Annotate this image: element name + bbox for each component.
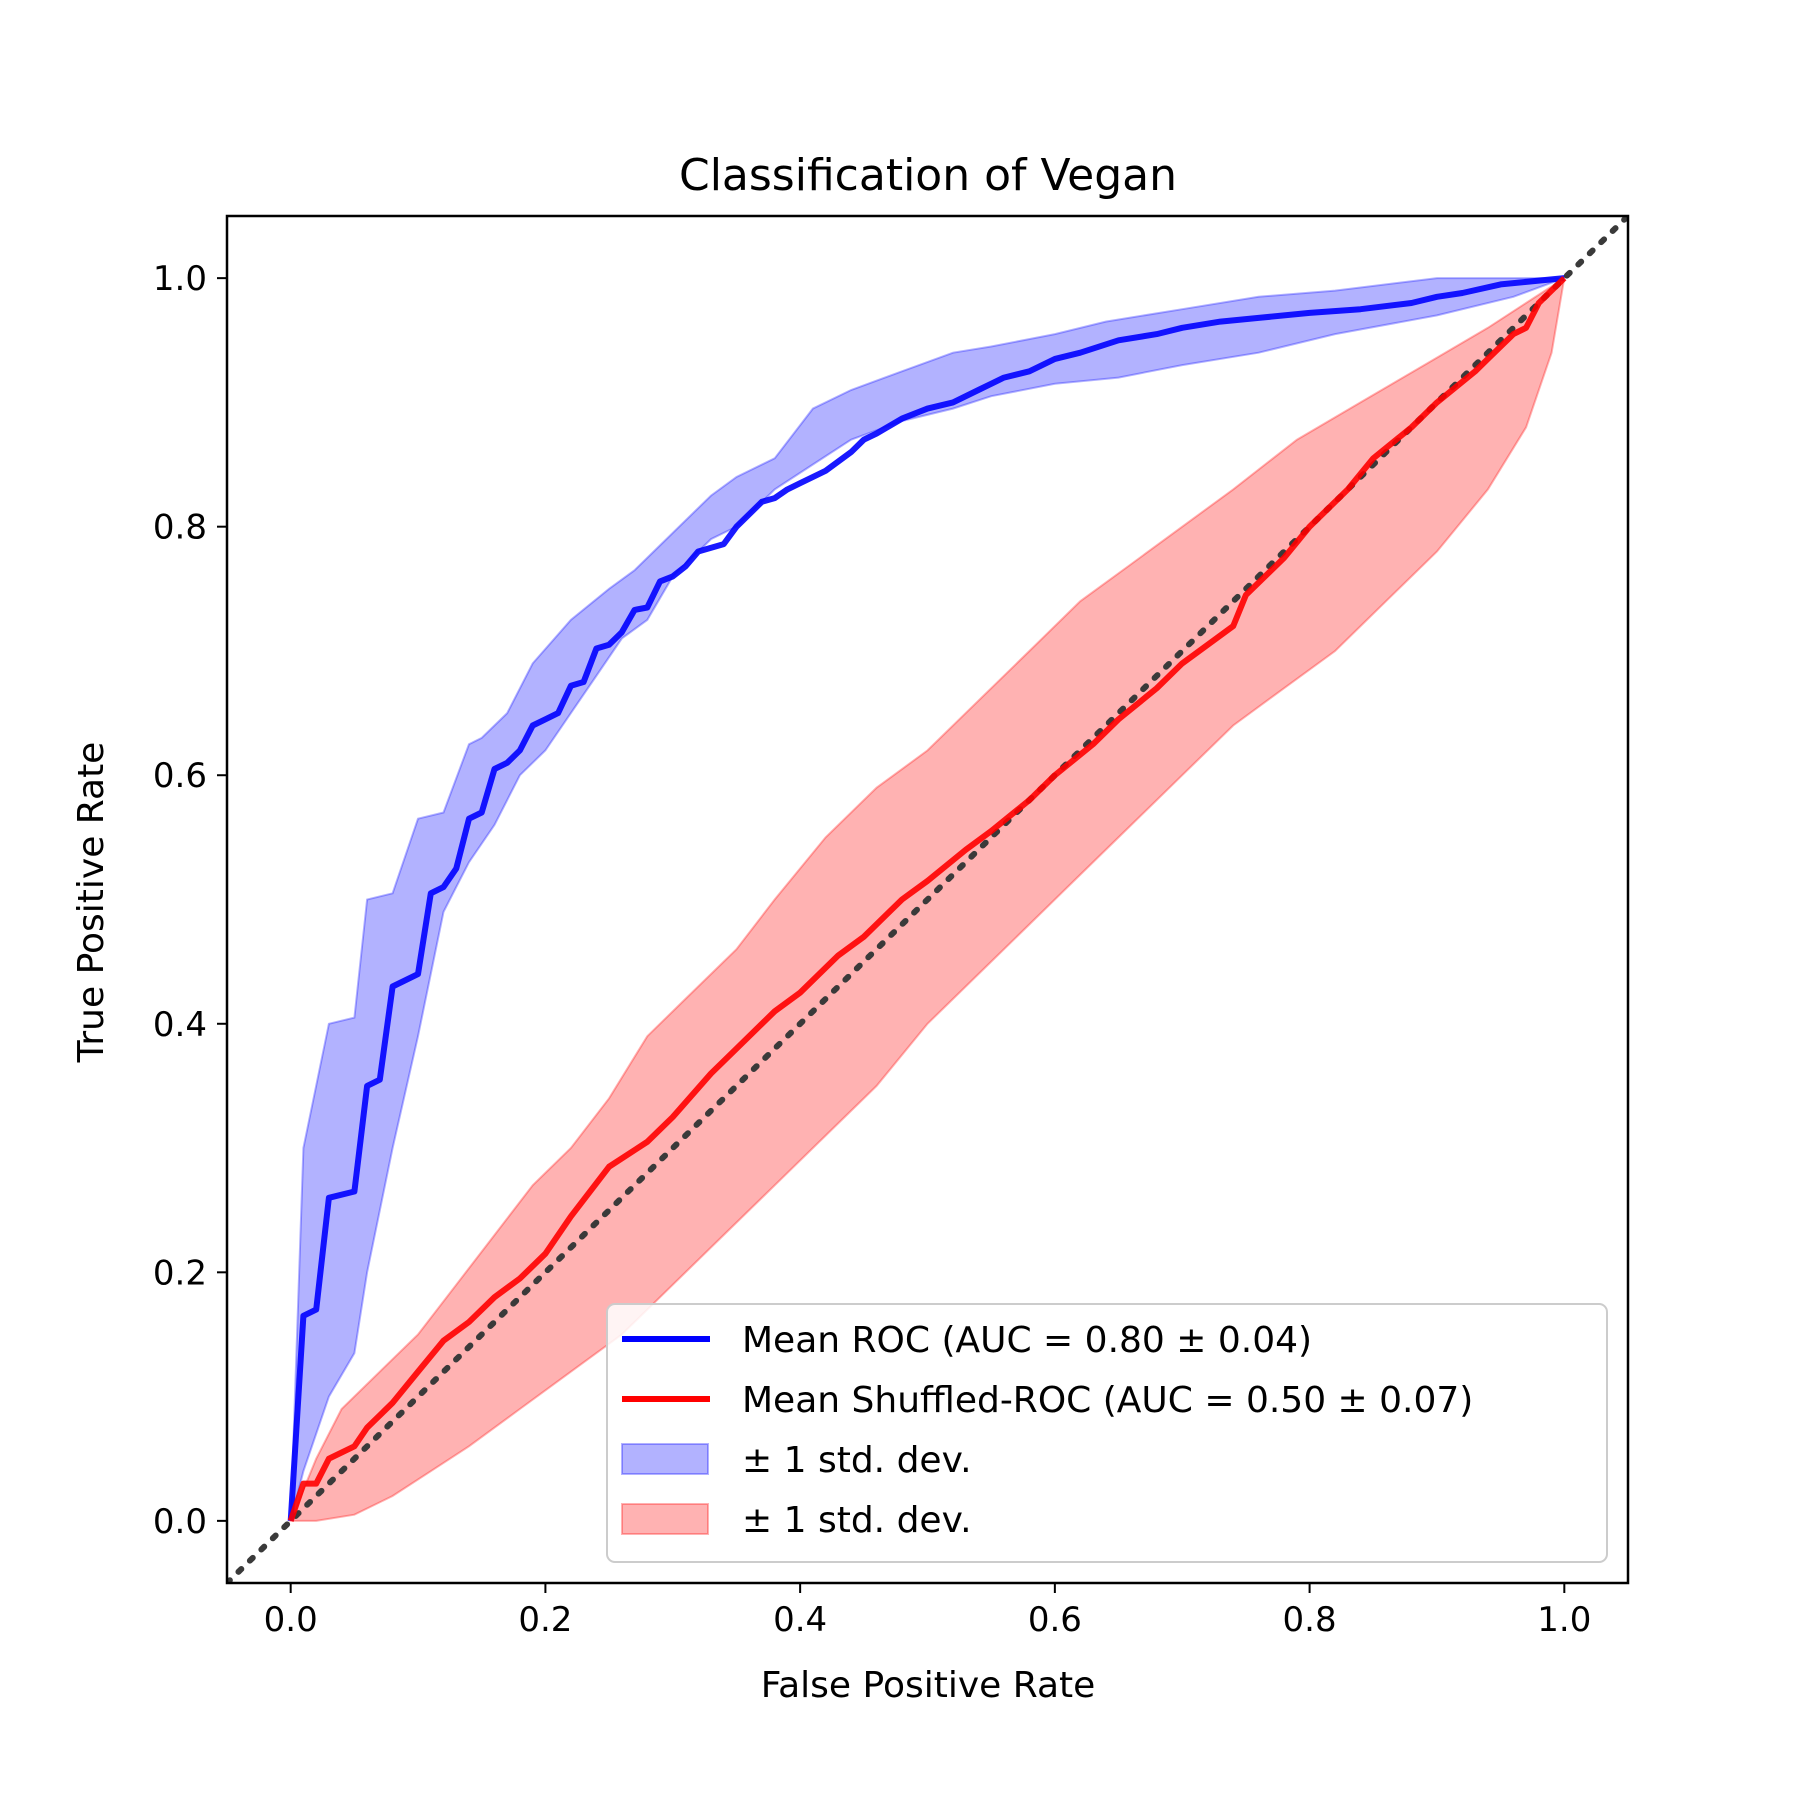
y-axis-label: True Positive Rate (71, 742, 112, 1064)
y-tick-label: 0.2 (153, 1253, 207, 1293)
axes: 0.0 0.2 0.4 0.6 0.8 1.0 0.0 0.2 0.4 0.6 0.8 1.0 (153, 214, 1630, 1640)
y-tick-label: 0.8 (153, 508, 207, 548)
legend-label-shuffled-roc: Mean Shuffled-ROC (AUC = 0.50 ± 0.07) (742, 1380, 1473, 1421)
legend-label-mean-roc: Mean ROC (AUC = 0.80 ± 0.04) (742, 1320, 1312, 1361)
x-tick-label: 1.0 (1537, 1600, 1591, 1640)
y-tick-label: 0.0 (153, 1502, 207, 1542)
mean-shuffled-roc-line (287, 275, 1567, 1522)
legend: Mean ROC (AUC = 0.80 ± 0.04) Mean Shuffl… (606, 1303, 1608, 1563)
std-band-mean-roc (289, 277, 1565, 1522)
y-tick-label: 0.6 (153, 756, 207, 796)
x-axis-label: False Positive Rate (761, 1665, 1096, 1706)
y-tick-label: 0.4 (153, 1005, 207, 1045)
x-tick-label: 0.6 (1028, 1600, 1082, 1640)
legend-label-red-band: ± 1 std. dev. (742, 1500, 972, 1541)
x-tick-label: 0.2 (518, 1600, 572, 1640)
chart-title: Classification of Vegan (679, 150, 1177, 201)
mean-roc-line (287, 275, 1565, 1522)
y-tick-label: 1.0 (153, 259, 207, 299)
x-tick-label: 0.4 (773, 1600, 827, 1640)
legend-label-blue-band: ± 1 std. dev. (742, 1440, 972, 1481)
legend-frame (606, 1303, 1608, 1563)
x-tick-label: 0.0 (264, 1600, 318, 1640)
legend-swatch-blue-band (621, 1443, 709, 1475)
plot-area (227, 216, 1628, 1583)
legend-swatch-red-band (621, 1503, 709, 1535)
x-tick-label: 0.8 (1283, 1600, 1337, 1640)
plot-frame (225, 214, 1630, 1585)
